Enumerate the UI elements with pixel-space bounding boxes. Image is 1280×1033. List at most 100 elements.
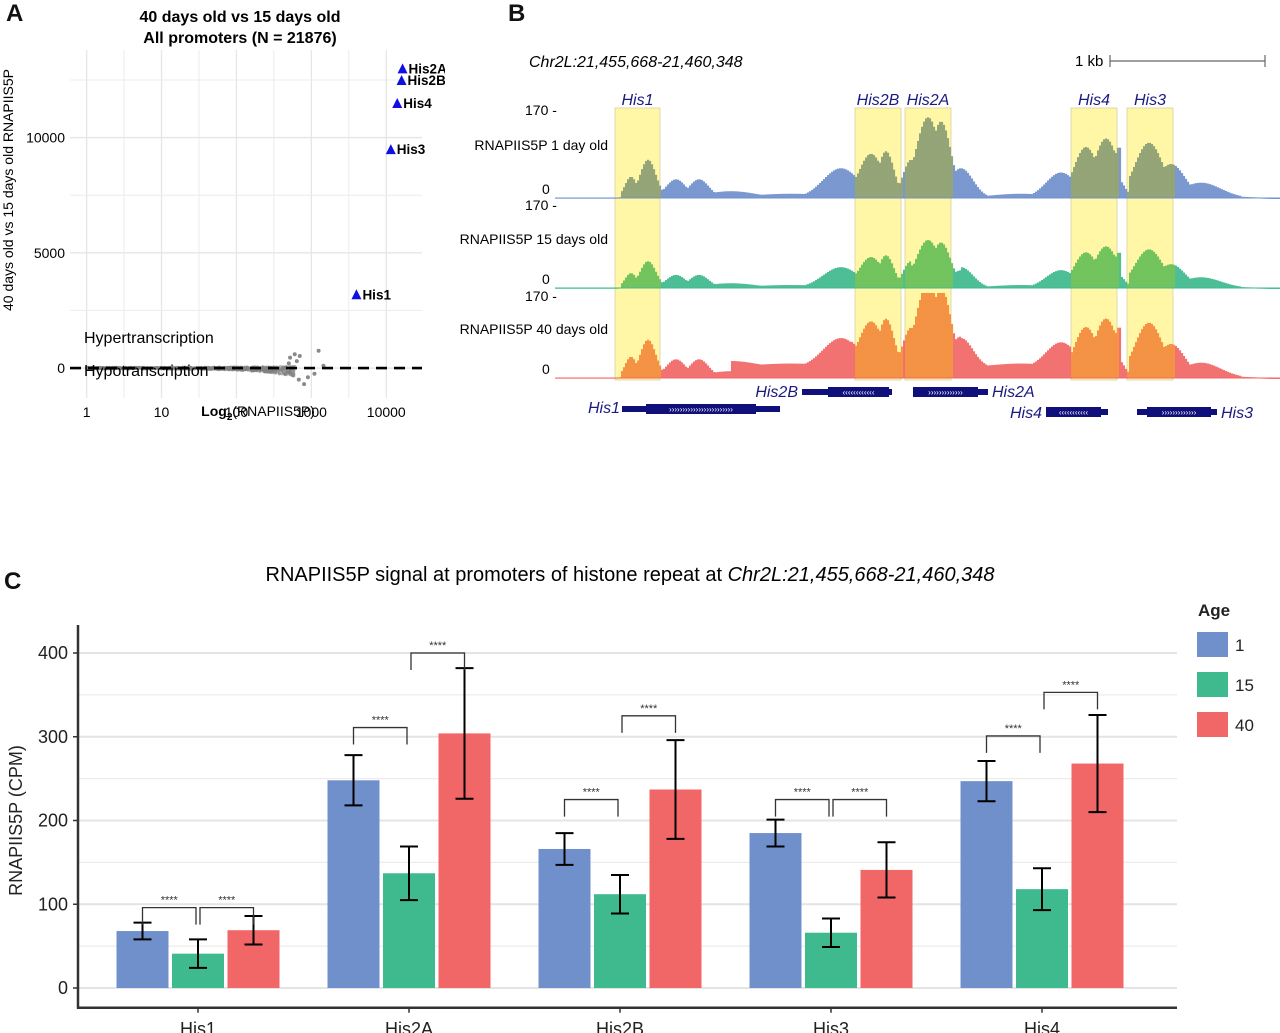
signal-bar: [1047, 180, 1050, 198]
signal-bar: [977, 280, 980, 288]
signal-bar: [1213, 185, 1216, 198]
signal-bar: [633, 359, 636, 378]
signal-bar: [959, 336, 962, 378]
signal-bar: [809, 283, 812, 288]
signal-bar: [733, 361, 736, 378]
signal-bar: [805, 363, 808, 378]
significance-label: ****: [583, 787, 601, 799]
signal-bar: [1119, 147, 1122, 198]
signal-bar: [993, 195, 996, 198]
signal-bar: [1031, 363, 1034, 378]
signal-bar: [973, 351, 976, 378]
signal-bar: [1079, 256, 1082, 288]
signal-bar: [1243, 196, 1246, 198]
data-point: [172, 366, 176, 371]
highlight-label-his4: His4: [403, 96, 432, 111]
signal-bar: [1149, 142, 1152, 198]
signal-bar: [957, 169, 960, 198]
signal-bar: [675, 359, 678, 378]
signal-bar: [913, 157, 916, 198]
signal-bar: [795, 193, 798, 198]
signal-bar: [731, 283, 734, 288]
signal-bar: [771, 364, 774, 378]
signal-bar: [773, 285, 776, 288]
signal-bar: [965, 340, 968, 378]
signal-bar: [673, 359, 676, 378]
signal-bar: [1235, 285, 1238, 288]
signal-bar: [923, 121, 926, 198]
data-point: [137, 366, 141, 370]
signal-bar: [827, 175, 830, 198]
signal-bar: [1129, 356, 1132, 378]
signal-bar: [633, 179, 636, 198]
signal-bar: [717, 283, 720, 288]
signal-bar: [997, 364, 1000, 378]
signal-bar: [799, 285, 802, 288]
signal-bar: [721, 371, 724, 378]
signal-bar: [1153, 251, 1156, 288]
signal-bar: [1029, 193, 1032, 198]
x-tick-label: 1000: [296, 404, 327, 420]
signal-bar: [923, 293, 926, 378]
signal-bar: [1201, 277, 1204, 288]
signal-bar: [1071, 352, 1074, 378]
signal-bar: [1151, 144, 1154, 198]
signal-bar: [663, 188, 666, 198]
signal-bar: [965, 268, 968, 288]
signal-bar: [1241, 376, 1244, 378]
signal-bar: [903, 269, 906, 288]
signal-bar: [1037, 359, 1040, 378]
signal-bar: [985, 194, 988, 198]
signal-bar: [1065, 173, 1068, 198]
data-point-outlier: [294, 359, 299, 364]
signal-bar: [767, 285, 770, 288]
signal-bar: [1063, 173, 1066, 198]
signal-bar: [1149, 322, 1152, 378]
track-label: RNAPIIS5P 15 days old: [460, 231, 608, 247]
signal-bar: [1071, 269, 1074, 288]
signal-bar: [1183, 175, 1186, 198]
signal-bar: [1231, 284, 1234, 288]
signal-bar: [1131, 351, 1134, 378]
signal-bar: [1153, 326, 1156, 378]
signal-bar: [845, 169, 848, 198]
signal-bar: [1221, 369, 1224, 378]
x-tick-label: 10: [154, 404, 170, 420]
signal-bar: [1013, 285, 1016, 288]
signal-bar: [1111, 325, 1114, 378]
signal-bar: [919, 249, 922, 288]
signal-bar: [719, 371, 722, 378]
signal-bar: [651, 264, 654, 288]
signal-bar: [1037, 282, 1040, 288]
signal-bar: [905, 265, 908, 288]
signal-bar: [847, 340, 850, 378]
signal-bar: [865, 259, 868, 288]
signal-bar: [973, 181, 976, 198]
signal-bar: [1203, 362, 1206, 378]
signal-bar: [1141, 329, 1144, 378]
signal-bar: [899, 277, 902, 288]
signal-bar: [879, 263, 882, 288]
signal-bar: [1203, 182, 1206, 198]
signal-bar: [1227, 371, 1230, 378]
signal-bar: [1067, 344, 1070, 378]
signal-bar: [1111, 251, 1114, 288]
signal-bar: [901, 177, 904, 198]
signal-bar: [649, 340, 652, 378]
signal-bar: [899, 352, 902, 378]
signal-bar: [909, 160, 912, 198]
signal-bar: [747, 362, 750, 378]
signal-bar: [1161, 162, 1164, 198]
signal-bar: [1233, 194, 1236, 198]
strand-arrows: ›››››››››››››: [928, 388, 963, 397]
signal-bar: [627, 274, 630, 288]
signal-bar: [851, 270, 854, 288]
signal-bar: [1163, 346, 1166, 378]
signal-bar: [667, 184, 670, 198]
signal-bar: [959, 168, 962, 198]
significance-label: ****: [429, 640, 447, 652]
signal-bar: [1227, 283, 1230, 288]
signal-bar: [877, 160, 880, 198]
signal-bar: [717, 192, 720, 198]
signal-bar: [1193, 363, 1196, 378]
